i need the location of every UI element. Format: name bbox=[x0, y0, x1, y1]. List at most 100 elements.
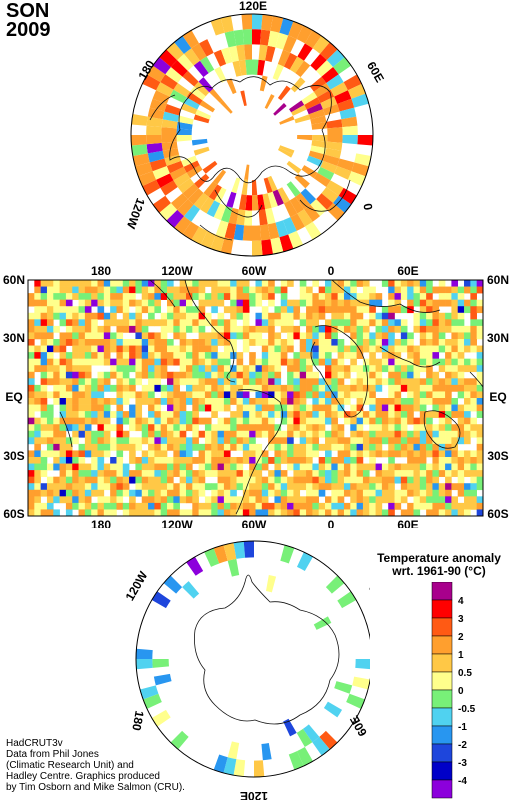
anomaly-cell bbox=[293, 352, 301, 359]
anomaly-cell bbox=[306, 457, 313, 464]
anomaly-cell bbox=[287, 489, 294, 497]
anomaly-cell bbox=[223, 306, 231, 314]
anomaly-cell bbox=[72, 371, 79, 379]
anomaly-cell bbox=[400, 430, 408, 438]
anomaly-cell bbox=[470, 496, 477, 504]
anomaly-cell bbox=[268, 286, 275, 294]
anomaly-cell bbox=[297, 43, 313, 61]
anomaly-cell bbox=[211, 306, 218, 314]
anomaly-cell bbox=[179, 437, 187, 445]
anomaly-cell bbox=[362, 371, 370, 379]
anomaly-cell bbox=[236, 430, 244, 438]
anomaly-cell bbox=[161, 141, 178, 151]
anomaly-cell bbox=[337, 319, 345, 327]
anomaly-cell bbox=[185, 417, 193, 425]
anomaly-cell bbox=[331, 384, 338, 392]
anomaly-cell bbox=[445, 325, 452, 333]
anomaly-cell bbox=[464, 306, 471, 314]
anomaly-cell bbox=[280, 496, 288, 504]
anomaly-cell bbox=[330, 82, 348, 97]
antarctica-outline bbox=[194, 574, 340, 725]
anomaly-cell bbox=[356, 404, 364, 412]
anomaly-cell bbox=[451, 463, 459, 471]
anomaly-cell bbox=[280, 450, 288, 458]
anomaly-cell bbox=[242, 332, 250, 340]
anomaly-cell bbox=[165, 66, 183, 83]
anomaly-cell bbox=[249, 457, 256, 464]
anomaly-cell bbox=[149, 158, 167, 172]
anomaly-cell bbox=[375, 509, 383, 517]
anomaly-cell bbox=[34, 306, 41, 314]
anomaly-cell bbox=[318, 378, 326, 386]
anomaly-cell bbox=[426, 286, 433, 294]
anomaly-cell bbox=[160, 509, 168, 517]
anomaly-cell bbox=[457, 286, 465, 294]
anomaly-cell bbox=[230, 280, 237, 287]
anomaly-cell bbox=[286, 160, 302, 174]
anomaly-cell bbox=[312, 430, 319, 438]
anomaly-cell bbox=[407, 391, 414, 399]
anomaly-cell bbox=[304, 30, 322, 49]
anomaly-cell bbox=[325, 417, 332, 425]
anomaly-cell bbox=[270, 15, 284, 33]
world-map-frame bbox=[27, 279, 484, 517]
anomaly-cell bbox=[313, 616, 332, 630]
anomaly-cell bbox=[122, 299, 130, 307]
anomaly-cell bbox=[34, 286, 41, 294]
anomaly-cell bbox=[192, 457, 199, 464]
anomaly-cell bbox=[169, 166, 187, 181]
anomaly-cell bbox=[267, 30, 280, 48]
anomaly-cell bbox=[213, 203, 227, 221]
anomaly-cell bbox=[470, 463, 477, 471]
anomaly-cell bbox=[91, 391, 98, 399]
anomaly-cell bbox=[419, 299, 427, 307]
anomaly-cell bbox=[457, 391, 465, 399]
anomaly-cell bbox=[242, 502, 250, 510]
anomaly-cell bbox=[306, 430, 313, 438]
anomaly-cell bbox=[287, 339, 294, 346]
anomaly-cell bbox=[326, 180, 344, 196]
anomaly-cell bbox=[274, 502, 282, 510]
anomaly-cell bbox=[369, 476, 376, 484]
anomaly-cell bbox=[394, 280, 402, 287]
anomaly-cell bbox=[293, 299, 301, 307]
anomaly-cell bbox=[306, 371, 313, 379]
anomaly-cell bbox=[350, 384, 357, 392]
anomaly-cell bbox=[179, 299, 187, 307]
anomaly-cell bbox=[287, 404, 294, 412]
anomaly-cell bbox=[306, 358, 313, 366]
anomaly-cell bbox=[174, 35, 192, 54]
season-label: SON bbox=[6, 0, 50, 22]
world-lon-label-bottom: 60W bbox=[242, 518, 267, 528]
anomaly-cell bbox=[268, 299, 275, 307]
anomaly-cell bbox=[185, 378, 193, 386]
anomaly-cell bbox=[204, 457, 212, 464]
anomaly-cell bbox=[72, 424, 79, 432]
anomaly-cell bbox=[451, 332, 459, 340]
anomaly-cell bbox=[183, 160, 200, 173]
anomaly-cell bbox=[419, 286, 427, 294]
anomaly-cell bbox=[198, 483, 206, 491]
anomaly-cell bbox=[223, 384, 231, 392]
anomaly-cell bbox=[267, 222, 280, 240]
anomaly-cell bbox=[91, 443, 98, 451]
anomaly-cell bbox=[173, 430, 180, 438]
anomaly-cell bbox=[325, 332, 332, 340]
anomaly-cell bbox=[40, 417, 48, 425]
anomaly-cell bbox=[65, 443, 73, 451]
anomaly-cell bbox=[84, 280, 92, 287]
anomaly-cell bbox=[217, 483, 225, 491]
anomaly-cell bbox=[65, 384, 73, 392]
anomaly-cell bbox=[97, 306, 105, 314]
anomaly-cell bbox=[236, 398, 244, 405]
anomaly-cell bbox=[173, 293, 180, 300]
anomaly-cell bbox=[230, 312, 237, 320]
anomaly-cell bbox=[279, 145, 295, 155]
anomaly-cell bbox=[470, 286, 477, 294]
anomaly-cell bbox=[362, 470, 370, 477]
anomaly-cell bbox=[451, 358, 459, 366]
anomaly-cell bbox=[312, 345, 319, 353]
anomaly-cell bbox=[312, 358, 319, 366]
anomaly-cell bbox=[255, 489, 263, 497]
anomaly-cell bbox=[185, 299, 193, 307]
